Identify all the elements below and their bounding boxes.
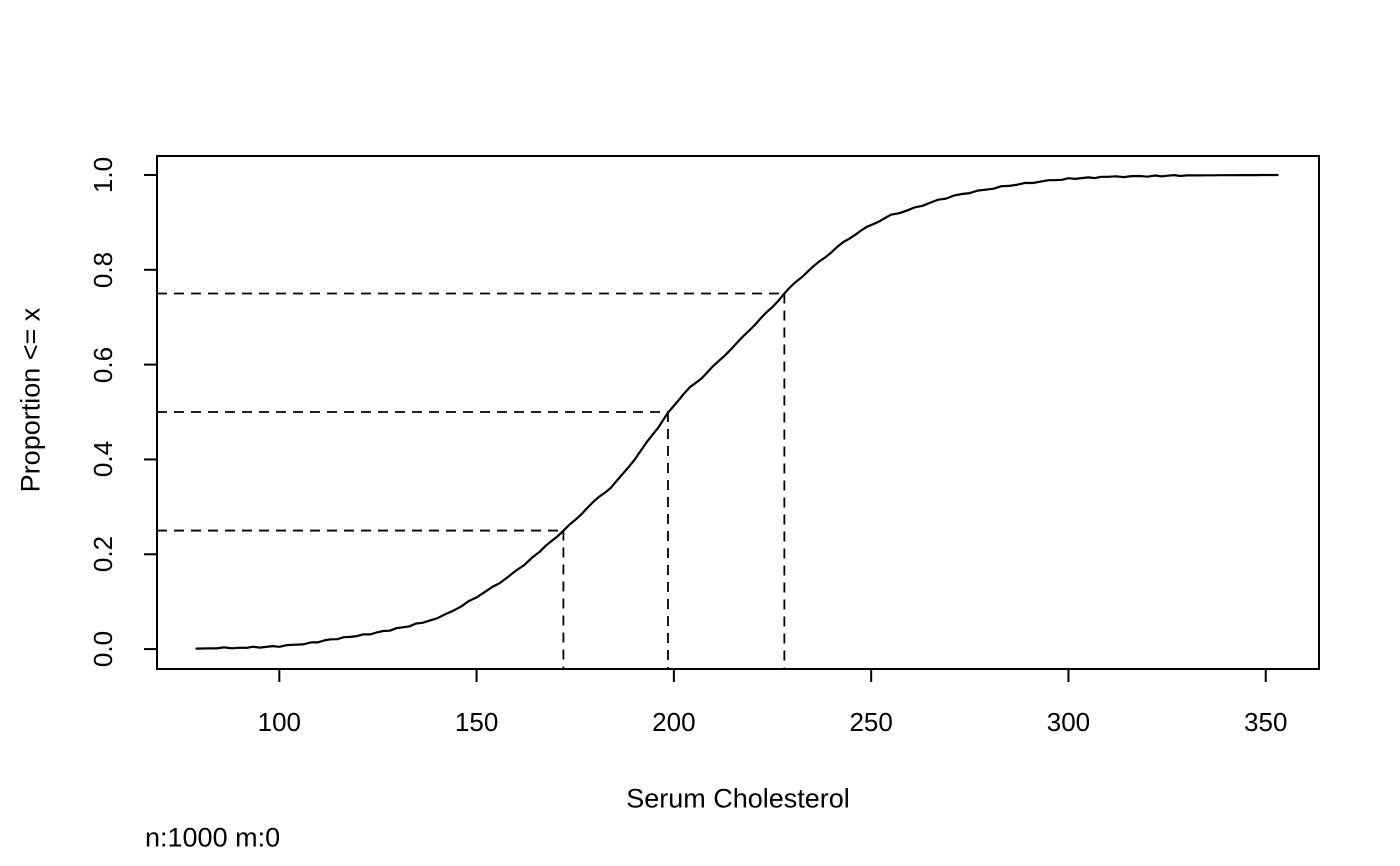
y-tick-label-0.4: 0.4 xyxy=(88,441,118,478)
y-tick-label-0.2: 0.2 xyxy=(88,536,118,573)
ecdf-curve xyxy=(195,173,1279,650)
x-tick-label-100: 100 xyxy=(257,707,302,737)
x-axis-title: Serum Cholesterol xyxy=(626,783,850,814)
x-tick-label-150: 150 xyxy=(454,707,499,737)
x-tick-label-350: 350 xyxy=(1244,707,1288,737)
y-tick-label-1.0: 1.0 xyxy=(88,156,118,194)
x-tick-label-300: 300 xyxy=(1046,707,1091,737)
sample-size-annotation: n:1000 m:0 xyxy=(145,822,281,853)
y-axis-title: Proportion <= x xyxy=(15,307,46,493)
y-tick-label-0.8: 0.8 xyxy=(88,251,118,288)
x-tick-label-250: 250 xyxy=(849,707,893,737)
x-tick-label-200: 200 xyxy=(652,707,696,737)
y-tick-label-0.0: 0.0 xyxy=(88,631,118,668)
y-tick-label-0.6: 0.6 xyxy=(88,346,118,383)
